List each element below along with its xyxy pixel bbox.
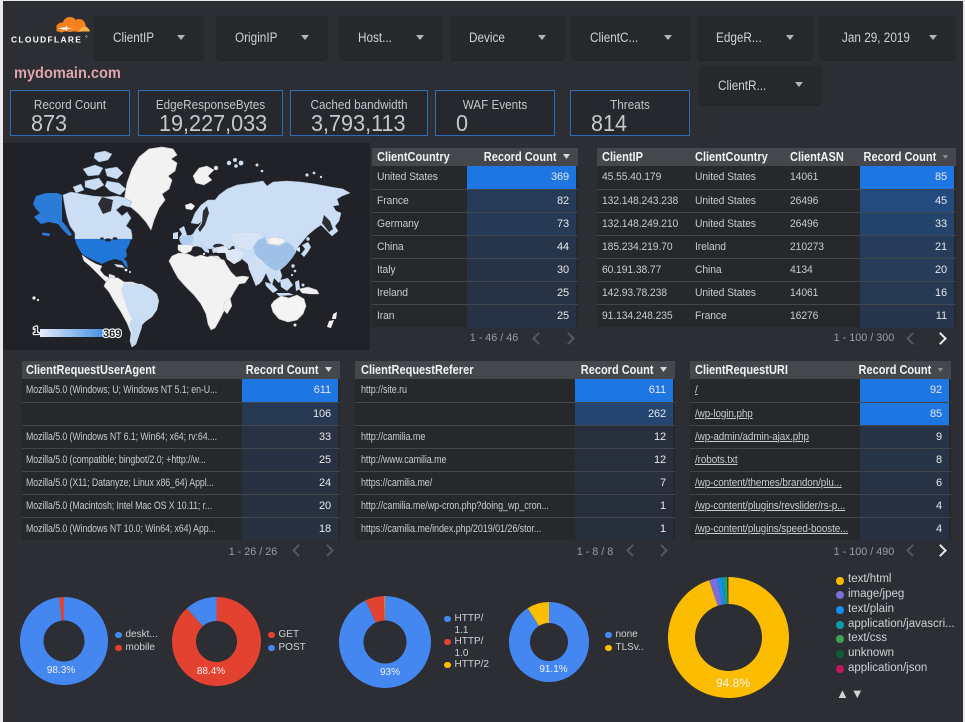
svg-text:CLOUDFLARE: CLOUDFLARE: [11, 35, 82, 45]
svg-text:369: 369: [103, 328, 121, 340]
svg-text:1: 1: [33, 325, 39, 337]
